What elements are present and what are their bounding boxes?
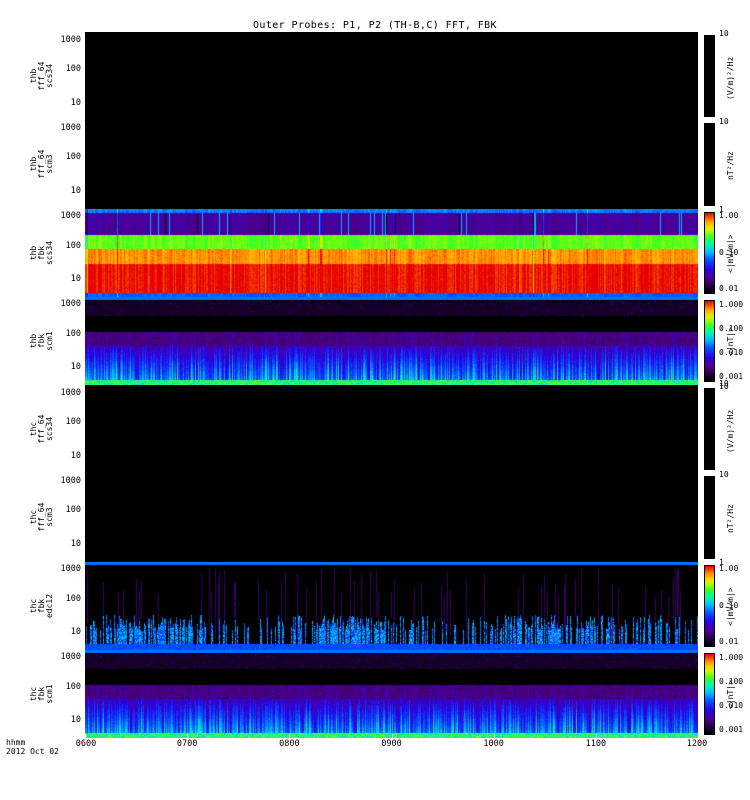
colorbar-tick-cb-thb-fbk-scs34-1: 0.10 [719,247,739,257]
xaxis-tickmark [391,734,393,738]
xaxis-tick-0900: 0900 [381,739,402,749]
colorbar-tick-cb-thb-fbk-scm1-2: 0.010 [719,347,744,357]
panel-thb-fbk-scs34 [85,208,698,297]
xaxis-tickmark [289,734,291,738]
yaxis-tick-thc-fff64-scm3-1000: 1000 [60,475,81,486]
panel-thc-fff64-scs34 [85,385,698,474]
xaxis-tick-0800: 0800 [279,739,300,749]
xaxis-tickmark [493,734,495,738]
panel-thc-fbk-edc12 [85,561,698,650]
xaxis-tick-0700: 0700 [176,739,198,749]
yaxis-tick-thc-fff64-scm3-100: 100 [65,505,81,516]
colorbar-tick-cb-thb-fbk-scs34-2: 0.01 [719,283,739,293]
yaxis-label-thc-fff64-scs34: thc fff_64 scs34 [29,401,54,457]
colorbar-tick-cb-thb-fff64-scs34-0: 10 [719,28,729,38]
yaxis-tick-thb-fff64-scs34-100: 100 [65,64,81,75]
yaxis-tick-thb-fff64-scm3-1000: 1000 [60,122,81,133]
colorbar-tick-cb-thb-fbk-scs34-0: 1.00 [719,211,739,221]
yaxis-label-thc-fbk-edc12: thc fbk edc12 [29,578,54,634]
yaxis-tick-thc-fff64-scs34-10: 10 [70,450,81,461]
yaxis-tick-thc-fbk-scm1-1000: 1000 [60,652,81,663]
colorbar-tick-cb-thc-fbk-scm1-3: 0.001 [719,725,744,735]
colorbar-cb-thb-fbk-scs34 [704,211,715,294]
colorbar-cb-thc-fff64-scm3 [704,476,715,559]
xaxis-tickmark [187,734,189,738]
xaxis-tickmark [698,734,699,738]
colorbar-tick-cb-thc-fff64-scm3-0: 10 [719,470,729,479]
yaxis-tick-thc-fbk-scm1-100: 100 [65,681,81,692]
colorbar-unit-cb-thc-fff64-scm3: nT²/Hz [726,504,735,533]
yaxis-tick-thb-fbk-scm1-1000: 1000 [60,299,81,310]
yaxis-tick-thb-fff64-scm3-100: 100 [65,152,81,163]
panel-thc-fbk-scm1 [85,649,698,738]
panel-thb-fff64-scm3 [85,120,698,209]
xaxis-tick-1100: 1100 [585,739,607,749]
yaxis-tick-thb-fbk-scm1-10: 10 [70,362,81,373]
colorbar-cb-thc-fbk-edc12 [704,564,715,647]
page-title: Outer Probes: P1, P2 (TH-B,C) FFT, FBK [253,20,497,31]
colorbar-unit-cb-thb-fff64-scm3: nT²/Hz [726,151,735,180]
colorbar-cb-thc-fff64-scs34 [704,388,715,471]
colorbar-tick-cb-thc-fbk-edc12-0: 1.00 [719,564,739,574]
yaxis-label-line: scm1 [45,331,54,351]
colorbar-tick-cb-thc-fbk-edc12-2: 0.01 [719,636,739,646]
colorbar-cb-thb-fbk-scm1 [704,299,715,382]
yaxis-label-line: edc12 [45,593,54,618]
yaxis-tick-thc-fbk-edc12-100: 100 [65,593,81,604]
xaxis-date-label: 2012 Oct 02 [6,747,59,756]
colorbar-cb-thb-fff64-scm3 [704,123,715,206]
colorbar-cb-thc-fbk-scm1 [704,652,715,735]
yaxis-label-thb-fbk-scs34: thb fbk scs34 [29,225,54,281]
yaxis-tick-thb-fbk-scs34-10: 10 [70,274,81,285]
colorbar-top-tick-cb-thb-fbk-scs34: 1 [719,204,724,214]
colorbar-tick-cb-thc-fbk-scm1-0: 1.000 [719,652,744,662]
yaxis-tick-thc-fbk-edc12-10: 10 [70,627,81,638]
colorbar-tick-cb-thc-fbk-edc12-1: 0.10 [719,600,739,610]
yaxis-tick-thc-fff64-scs34-100: 100 [65,417,81,428]
yaxis-label-line: scs34 [45,240,54,265]
yaxis-label-thc-fbk-scm1: thc fbk scm1 [29,666,54,722]
yaxis-label-thb-fff64-scs34: thb fff_64 scs34 [29,48,54,104]
xaxis-unit-label: hhmm [6,738,26,747]
yaxis-label-thb-fff64-scm3: thb fff_64 scm3 [29,136,54,192]
colorbar-bottom-tick-cb-thb-fbk-scm1: 10 [719,379,729,388]
yaxis-tick-thc-fff64-scm3-10: 10 [70,538,81,549]
colorbar-tick-cb-thc-fff64-scs34-0: 10 [719,381,729,391]
yaxis-label-line: scm3 [45,154,54,175]
yaxis-label-thb-fbk-scm1: thb fbk scm1 [29,313,54,369]
yaxis-tick-thb-fff64-scs34-10: 10 [70,97,81,108]
yaxis-tick-thb-fff64-scs34-1000: 1000 [60,34,81,45]
yaxis-tick-thb-fbk-scs34-100: 100 [65,240,81,251]
colorbar-tick-cb-thc-fbk-scm1-1: 0.100 [719,676,744,686]
yaxis-label-thc-fff64-scm3: thc fff_64 scm3 [29,489,54,545]
yaxis-label-line: scs34 [45,64,54,89]
colorbar-tick-cb-thb-fbk-scm1-3: 0.001 [719,372,744,382]
colorbar-tick-cb-thb-fff64-scm3-0: 10 [719,117,729,126]
yaxis-label-line: scm3 [45,507,54,528]
colorbar-unit-cb-thb-fff64-scs34: (V/m)²/Hz [726,56,735,100]
colorbar-tick-cb-thb-fbk-scm1-1: 0.100 [719,323,744,333]
panel-thc-fff64-scm3 [85,473,698,562]
yaxis-tick-thb-fff64-scm3-10: 10 [70,185,81,196]
yaxis-tick-thc-fbk-edc12-1000: 1000 [60,564,81,574]
xaxis-tick-1200: 1200 [686,739,708,749]
panel-thb-fbk-scm1 [85,296,698,385]
xaxis-tickmark [85,734,86,738]
yaxis-tick-thc-fbk-scm1-10: 10 [70,715,81,726]
yaxis-label-line: scm1 [45,684,54,704]
xaxis-tick-1000: 1000 [483,739,504,749]
colorbar-cb-thb-fff64-scs34 [704,35,715,118]
panel-thb-fff64-scs34 [85,32,698,121]
xaxis-tickmark [595,734,597,738]
colorbar-top-tick-cb-thc-fbk-edc12: 1 [719,557,724,567]
yaxis-tick-thb-fbk-scs34-1000: 1000 [60,211,81,221]
colorbar-tick-cb-thc-fbk-scm1-2: 0.010 [719,700,744,710]
yaxis-tick-thb-fbk-scm1-100: 100 [65,328,81,339]
colorbar-tick-cb-thb-fbk-scm1-0: 1.000 [719,299,744,309]
yaxis-tick-thc-fff64-scs34-1000: 1000 [60,387,81,398]
xaxis-tick-0600: 0600 [75,739,97,749]
yaxis-label-line: scs34 [45,417,54,442]
colorbar-unit-cb-thc-fff64-scs34: (V/m)²/Hz [726,409,735,453]
